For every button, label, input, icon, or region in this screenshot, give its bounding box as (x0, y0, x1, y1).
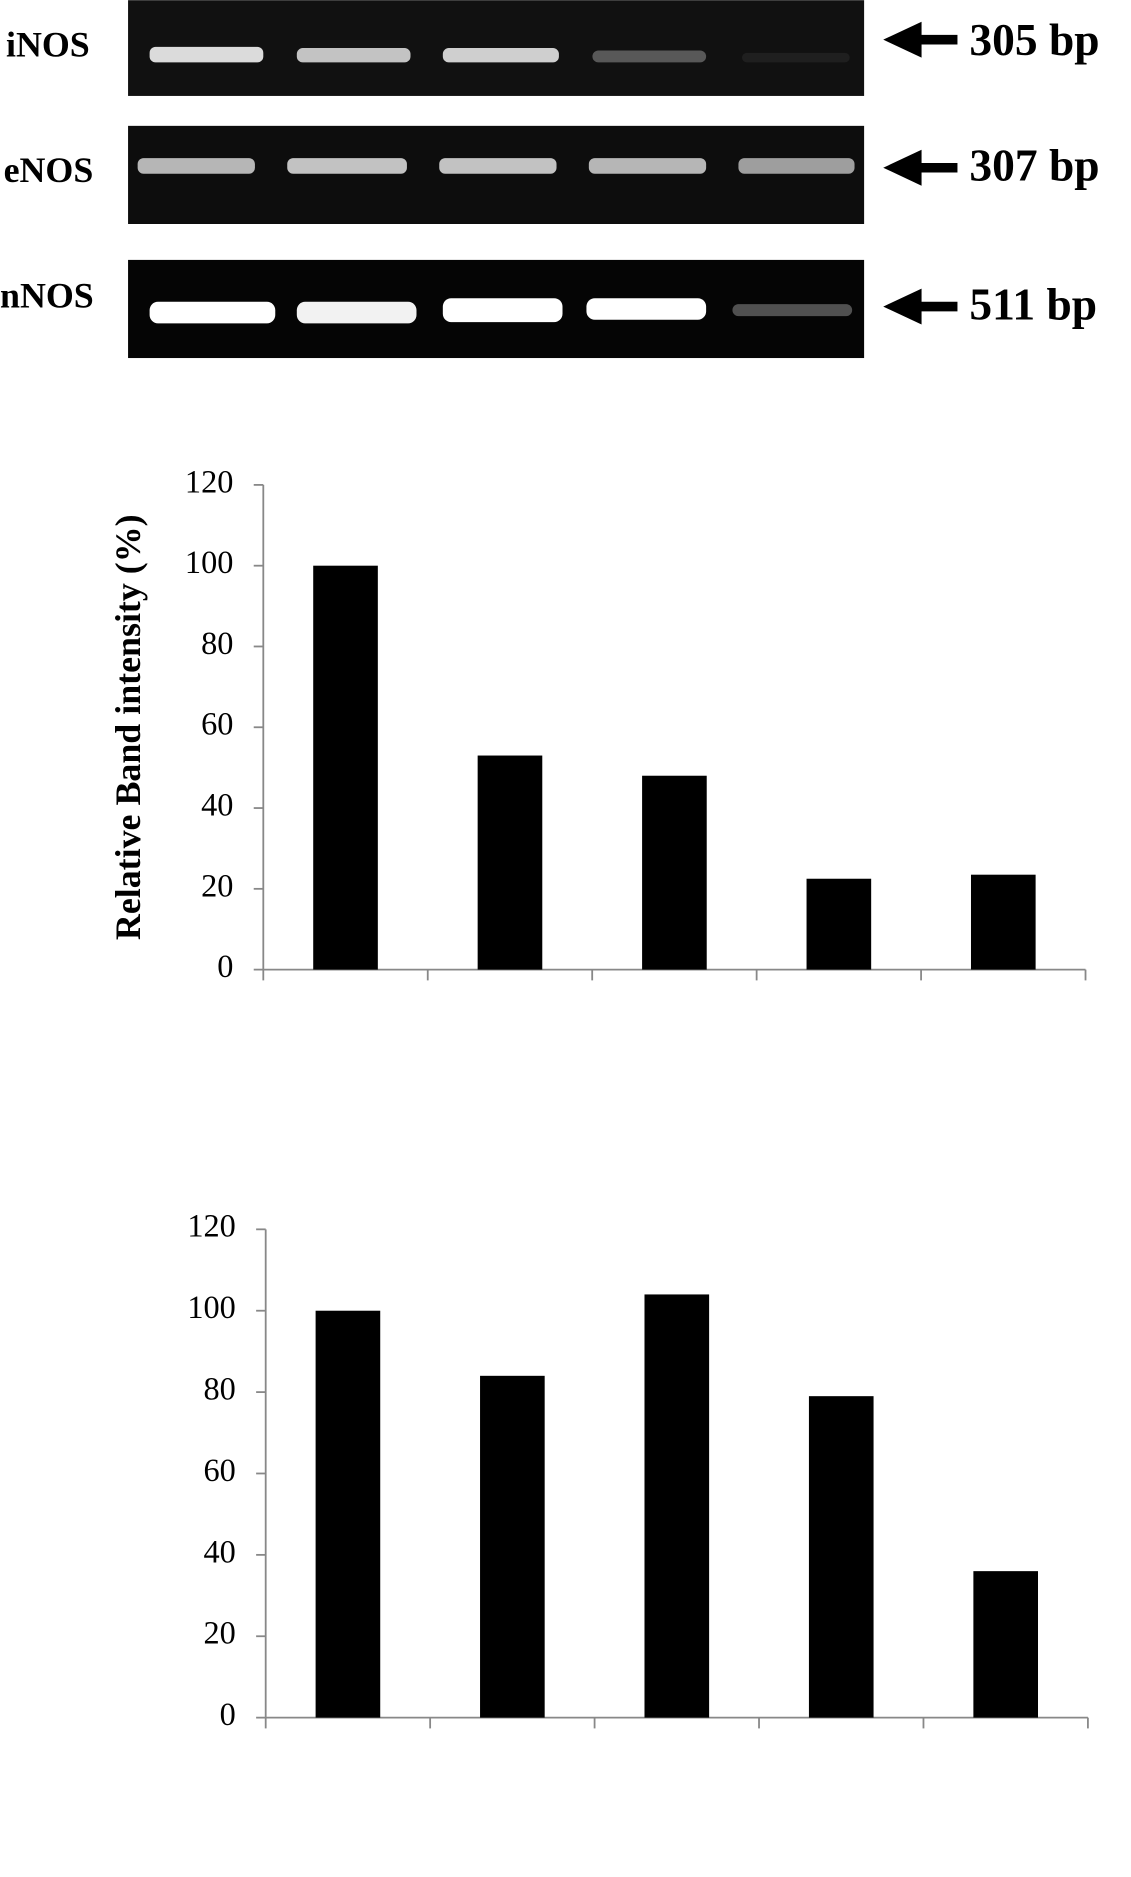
bar (808, 1396, 874, 1718)
band (137, 158, 255, 174)
bar-chart: 0 20 40 60 80 100 120 Relative Band intensity (… (108, 463, 1087, 984)
gel-panel: iNOS eNOS nNOS 305 bp 307 bp 511 bp (0, 0, 1100, 359)
bar (315, 1310, 381, 1718)
bar (644, 1294, 710, 1718)
bar-chart: 0 20 40 60 80 100 120 (187, 1208, 1089, 1732)
band (742, 52, 850, 63)
y-tick-label: 80 (201, 625, 233, 661)
arrows (883, 21, 958, 325)
band (149, 46, 264, 63)
y-tick-label: 60 (203, 1452, 235, 1488)
bar (970, 874, 1036, 970)
band (149, 301, 276, 324)
arrow-head (883, 21, 922, 58)
band-size-label: 307 bp (969, 140, 1099, 191)
band (732, 304, 853, 317)
arrow-head (883, 288, 922, 325)
y-tick-label: 40 (203, 1533, 235, 1569)
arrow-head (883, 149, 922, 186)
y-tick-label: 40 (201, 786, 233, 822)
y-tick-label: 120 (187, 1208, 235, 1244)
y-tick-label: 20 (203, 1615, 235, 1651)
band (588, 158, 707, 174)
y-tick-label: 100 (187, 1289, 235, 1325)
bar (313, 565, 378, 970)
gel-row-label: iNOS (6, 24, 90, 64)
y-tick-label: 20 (201, 867, 233, 903)
y-tick-label: 80 (203, 1371, 235, 1407)
band-size-label: 511 bp (969, 278, 1097, 329)
band (442, 48, 559, 63)
band (442, 298, 563, 323)
band (296, 48, 411, 63)
y-tick-label: 120 (185, 463, 233, 499)
y-axis-label: Relative Band intensity (%) (108, 514, 148, 940)
gel-row-label: nNOS (0, 276, 94, 316)
gel-bands (137, 46, 855, 324)
band (439, 158, 557, 174)
bar (973, 1571, 1039, 1718)
gel-image (128, 125, 865, 224)
bar (642, 775, 707, 970)
band (738, 158, 855, 174)
band (586, 298, 707, 320)
bar (477, 755, 543, 970)
bar (480, 1375, 545, 1718)
y-tick-label: 100 (185, 544, 233, 580)
band (287, 158, 407, 174)
band-size-label: 305 bp (969, 14, 1099, 65)
y-tick-label: 0 (217, 948, 233, 984)
band (296, 301, 417, 324)
y-tick-label: 60 (201, 706, 233, 742)
gel-row-label: eNOS (4, 150, 94, 190)
y-tick-label: 0 (220, 1696, 236, 1732)
bar (806, 878, 872, 970)
band (592, 50, 707, 63)
